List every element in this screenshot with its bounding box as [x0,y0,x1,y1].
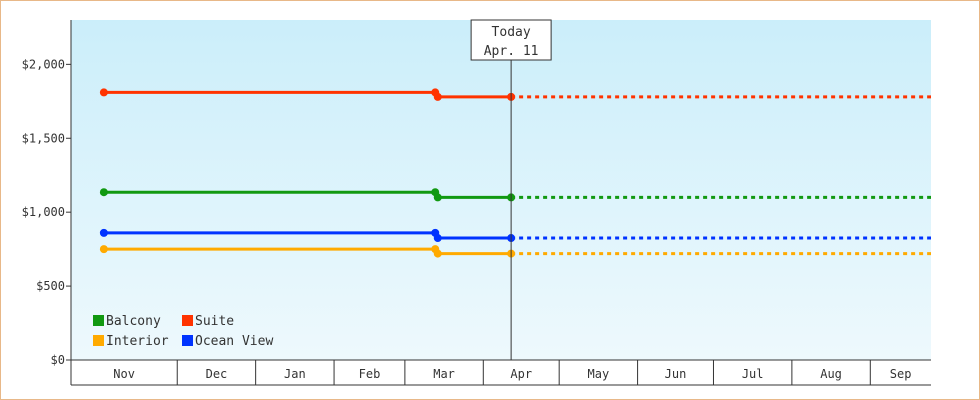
y-tick-label: $500 [36,279,65,293]
x-tick-label: Mar [433,367,455,381]
data-point [433,92,442,101]
legend: Balcony Suite Interior Ocean View [93,314,273,349]
legend-swatch [93,335,104,346]
x-tick-label: May [588,367,610,381]
series-interior [99,245,931,258]
y-tick-label: $2,000 [22,57,65,71]
x-tick-label: Jun [665,367,687,381]
legend-label: Interior [106,334,169,349]
y-tick-label: $0 [51,353,65,367]
x-tick-label: Jul [742,367,764,381]
data-point [433,193,442,202]
series-balcony [99,188,931,202]
legend-swatch [93,315,104,326]
x-tick-label: Feb [359,367,381,381]
legend-label: Balcony [106,314,161,329]
today-date: Apr. 11 [484,44,539,59]
legend-label: Suite [195,314,234,329]
x-tick-label: Apr [510,367,532,381]
data-point [99,228,108,237]
y-tick-label: $1,500 [22,131,65,145]
x-tick-label: Jan [284,367,306,381]
today-box [470,19,552,61]
data-point [99,88,108,97]
x-tick-label: Dec [206,367,228,381]
data-point [99,188,108,197]
data-point [433,249,442,258]
series-suite [99,88,931,101]
today-label: Today [492,25,531,40]
x-tick-label: Aug [820,367,842,381]
legend-swatch [182,315,193,326]
series-ocean-view [99,228,931,243]
x-tick-label: Sep [890,367,912,381]
legend-swatch [182,335,193,346]
plot-area [71,20,931,360]
legend-label: Ocean View [195,334,273,349]
x-tick-label: Nov [113,367,135,381]
data-point [99,245,108,254]
y-tick-label: $1,000 [22,205,65,219]
data-point [433,234,442,243]
